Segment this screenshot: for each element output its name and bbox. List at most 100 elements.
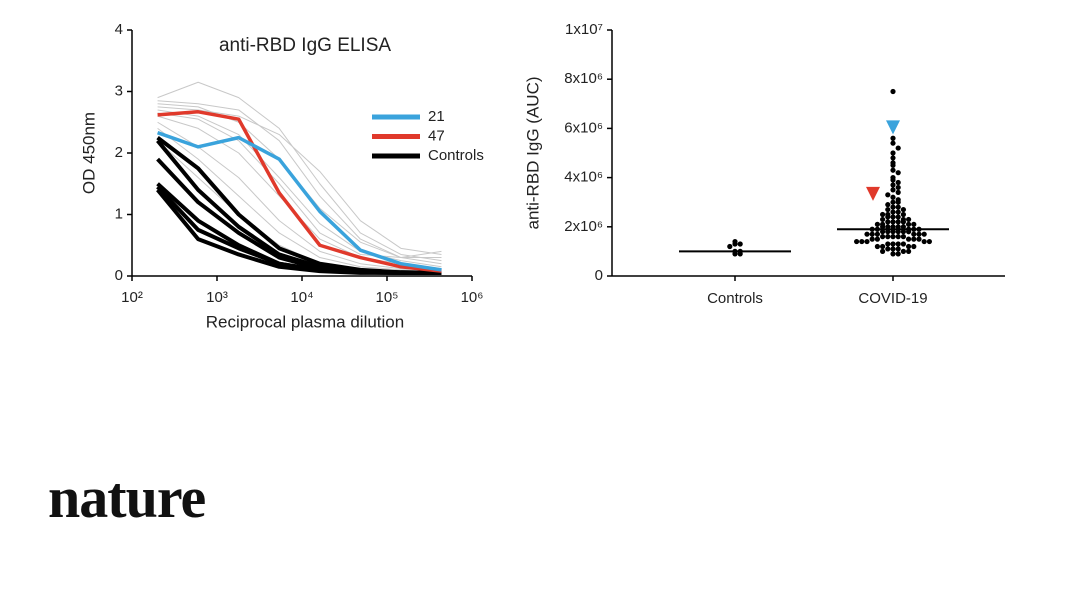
data-point: [737, 241, 743, 247]
x-tick-label: 10⁴: [290, 289, 313, 306]
data-point: [880, 211, 886, 218]
data-point: [890, 209, 896, 215]
data-point: [895, 170, 901, 176]
data-point: [890, 182, 896, 188]
data-point: [880, 234, 886, 240]
data-point: [895, 209, 901, 215]
data-point: [900, 219, 907, 225]
data-point: [895, 246, 901, 252]
data-point: [854, 238, 860, 245]
data-point: [727, 243, 733, 250]
data-point: [890, 246, 896, 252]
data-point: [890, 241, 896, 247]
y-tick-label: 3: [115, 82, 123, 99]
data-point: [885, 219, 891, 225]
series-line: [157, 109, 442, 268]
y-tick-label: 4x10⁶: [564, 169, 603, 186]
series-line: [157, 106, 442, 255]
data-point: [895, 204, 901, 210]
y-tick-label: 1x10⁷: [565, 21, 603, 38]
data-point: [880, 243, 886, 250]
data-point: [895, 229, 901, 235]
data-point: [895, 224, 901, 230]
data-point: [890, 177, 896, 183]
series-line: [156, 139, 442, 275]
y-tick-label: 4: [115, 21, 123, 38]
data-point: [895, 234, 901, 240]
data-point: [890, 155, 896, 161]
data-point: [890, 224, 896, 230]
data-point: [900, 229, 907, 235]
x-tick-label: 10²: [121, 289, 143, 306]
series-line: [157, 100, 442, 259]
data-point: [906, 236, 912, 242]
data-point: [900, 224, 907, 230]
chart-title: anti-RBD IgG ELISA: [219, 35, 391, 56]
data-point: [885, 206, 891, 213]
data-point: [890, 219, 896, 225]
data-point: [906, 229, 912, 235]
y-tick-label: 2: [115, 144, 123, 161]
legend-label: Controls: [428, 147, 484, 164]
x-tick-label: COVID-19: [858, 290, 927, 307]
data-point: [900, 248, 907, 254]
data-point: [906, 221, 912, 227]
data-point: [890, 135, 896, 141]
data-point: [911, 236, 917, 242]
data-point: [916, 236, 922, 242]
data-point: [906, 248, 912, 254]
data-point: [869, 236, 875, 242]
data-point: [869, 231, 875, 237]
y-tick-label: 0: [595, 267, 603, 284]
highlight-marker: [866, 186, 880, 201]
data-point: [900, 211, 907, 218]
data-point: [890, 204, 896, 210]
series-line: [157, 81, 442, 262]
data-point: [874, 231, 881, 237]
data-point: [880, 216, 886, 223]
data-point: [890, 199, 896, 205]
data-point: [885, 202, 891, 208]
data-point: [895, 179, 901, 186]
data-point: [890, 140, 896, 146]
data-point: [890, 214, 896, 220]
data-point: [900, 241, 907, 247]
data-point: [890, 88, 896, 95]
y-tick-label: 2x10⁶: [564, 218, 603, 235]
data-point: [890, 187, 896, 193]
brand-logo: nature: [48, 465, 206, 530]
legend-label: 47: [428, 127, 445, 144]
data-point: [895, 251, 901, 257]
data-point: [911, 221, 917, 227]
data-point: [880, 248, 886, 254]
legend-label: 21: [428, 108, 445, 125]
y-axis-label: OD 450nm: [79, 112, 98, 194]
data-point: [885, 192, 891, 198]
data-point: [890, 167, 896, 173]
data-point: [890, 150, 896, 156]
data-point: [911, 231, 917, 237]
data-point: [885, 246, 891, 252]
data-point: [916, 231, 922, 237]
series-line: [157, 131, 442, 272]
data-point: [885, 234, 891, 240]
data-point: [921, 238, 927, 245]
y-tick-label: 1: [115, 205, 123, 222]
data-point: [890, 229, 896, 235]
x-tick-label: 10³: [206, 289, 228, 306]
data-point: [900, 234, 907, 240]
data-point: [880, 229, 886, 235]
series-line: [157, 121, 442, 272]
data-point: [911, 243, 917, 250]
data-point: [906, 243, 912, 250]
x-tick-label: 10⁵: [376, 289, 399, 306]
data-point: [895, 189, 901, 195]
series-line: [157, 112, 442, 259]
y-axis-label: anti-RBD IgG (AUC): [523, 76, 542, 229]
data-point: [895, 199, 901, 205]
data-point: [885, 229, 891, 235]
data-point: [890, 194, 896, 200]
data-point: [895, 214, 901, 220]
y-tick-label: 8x10⁶: [564, 70, 603, 87]
